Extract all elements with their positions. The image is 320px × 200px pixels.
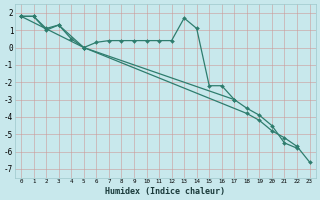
- X-axis label: Humidex (Indice chaleur): Humidex (Indice chaleur): [105, 187, 225, 196]
